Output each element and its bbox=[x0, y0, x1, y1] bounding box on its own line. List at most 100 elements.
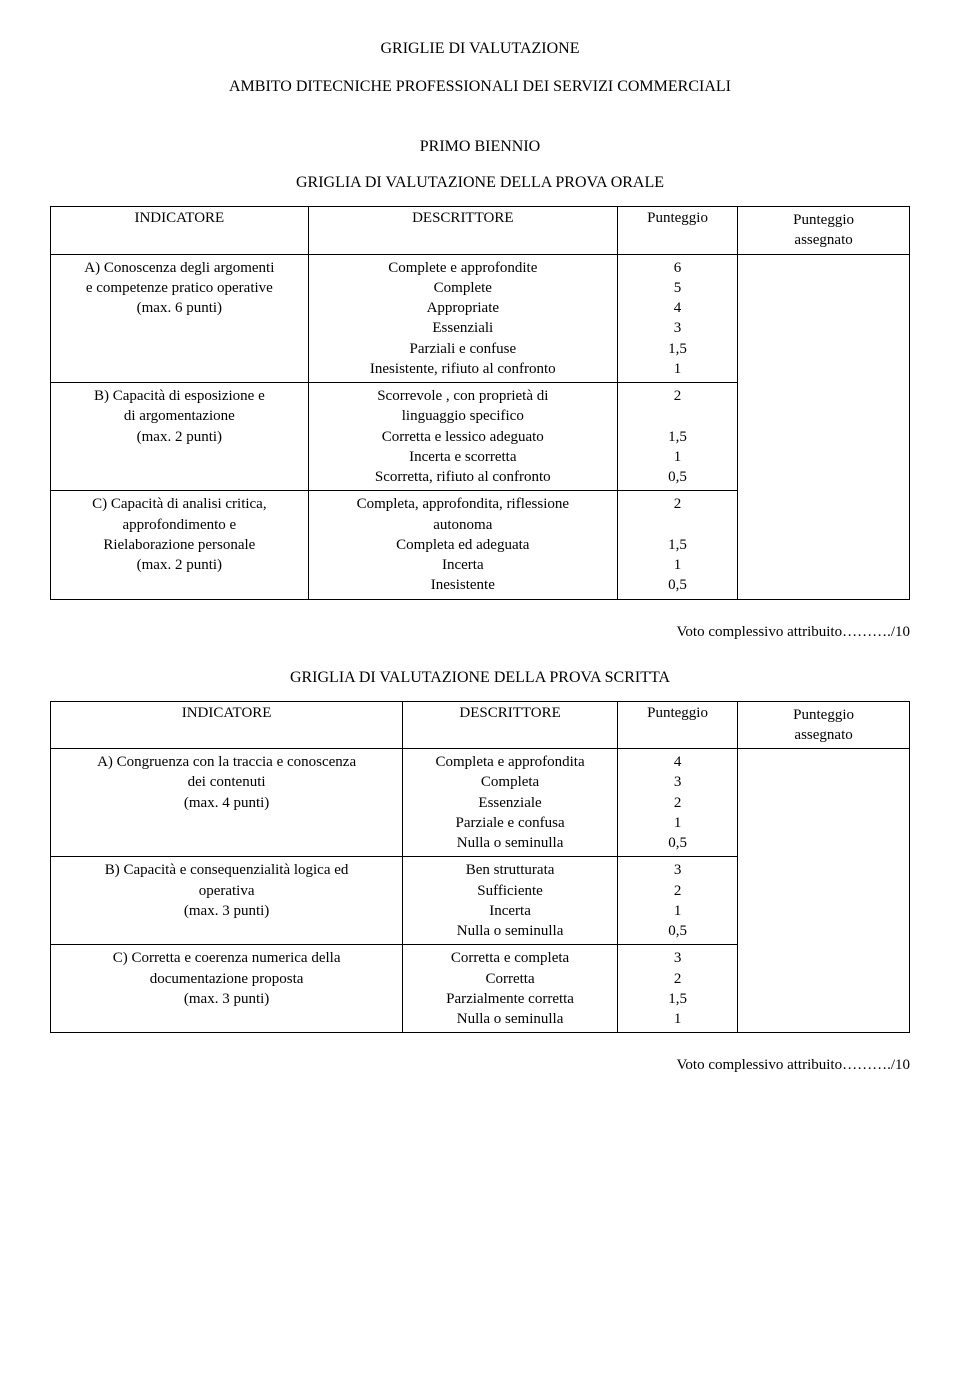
desc-line: Scorrevole , con proprietà di bbox=[377, 388, 548, 404]
th-pa-l2: assegnato bbox=[794, 232, 852, 248]
descrittore-cell: Completa, approfondita, riflessione auto… bbox=[308, 491, 617, 599]
desc-line: Corretta e completa bbox=[451, 950, 569, 966]
desc-line: Scorretta, rifiuto al confronto bbox=[375, 469, 551, 485]
pt-line: 3 bbox=[674, 950, 682, 966]
ind-line: di argomentazione bbox=[124, 408, 235, 424]
pt-line: 1 bbox=[674, 449, 682, 465]
desc-line: Ben strutturata bbox=[466, 862, 555, 878]
pt-line: 3 bbox=[674, 320, 682, 336]
ind-line: (max. 4 punti) bbox=[184, 795, 269, 811]
ind-line: B) Capacità e consequenzialità logica ed bbox=[105, 862, 349, 878]
ind-line: A) Conoscenza degli argomenti bbox=[84, 260, 274, 276]
main-title: GRIGLIE DI VALUTAZIONE bbox=[50, 40, 910, 58]
ind-line: C) Corretta e coerenza numerica della bbox=[113, 950, 341, 966]
ind-line: dei contenuti bbox=[188, 774, 266, 790]
pt-line: 6 bbox=[674, 260, 682, 276]
ind-line: (max. 6 punti) bbox=[137, 300, 222, 316]
pt-line: 5 bbox=[674, 280, 682, 296]
indicatore-cell: A) Congruenza con la traccia e conoscenz… bbox=[51, 749, 403, 857]
pt-line: 1,5 bbox=[668, 537, 687, 553]
pt-line: 2 bbox=[674, 971, 682, 987]
table-row: A) Conoscenza degli argomenti e competen… bbox=[51, 254, 910, 383]
indicatore-cell: B) Capacità e consequenzialità logica ed… bbox=[51, 857, 403, 945]
desc-line: Sufficiente bbox=[477, 883, 543, 899]
desc-line: Inesistente bbox=[431, 577, 495, 593]
th-indicatore: INDICATORE bbox=[51, 701, 403, 749]
scritta-table: INDICATORE DESCRITTORE Punteggio Puntegg… bbox=[50, 701, 910, 1034]
descrittore-cell: Complete e approfondite Complete Appropr… bbox=[308, 254, 617, 383]
table-header-row: INDICATORE DESCRITTORE Punteggio Puntegg… bbox=[51, 701, 910, 749]
descrittore-cell: Corretta e completa Corretta Parzialment… bbox=[403, 945, 618, 1033]
ind-line: approfondimento e bbox=[122, 517, 236, 533]
punteggio-assegnato-cell bbox=[738, 749, 910, 1033]
th-pa-l1: Punteggio bbox=[793, 212, 854, 228]
th-punteggio: Punteggio bbox=[617, 207, 737, 255]
desc-line: Completa ed adeguata bbox=[396, 537, 529, 553]
desc-line: Completa e approfondita bbox=[436, 754, 585, 770]
desc-line: Completa bbox=[481, 774, 539, 790]
desc-line: Incerta bbox=[489, 903, 531, 919]
pt-line: 1,5 bbox=[668, 429, 687, 445]
ind-line: Rielaborazione personale bbox=[103, 537, 255, 553]
pt-line: 2 bbox=[674, 883, 682, 899]
pt-line: 0,5 bbox=[668, 577, 687, 593]
th-descrittore: DESCRITTORE bbox=[403, 701, 618, 749]
pt-line: 3 bbox=[674, 862, 682, 878]
desc-line: Parzialmente corretta bbox=[446, 991, 574, 1007]
ind-line: e competenze pratico operative bbox=[86, 280, 273, 296]
pt-line: 1 bbox=[674, 361, 682, 377]
punteggio-cell: 2 1,5 1 0,5 bbox=[617, 491, 737, 599]
th-punteggio-assegnato: Punteggio assegnato bbox=[738, 701, 910, 749]
th-pa-l2: assegnato bbox=[794, 727, 852, 743]
punteggio-cell: 2 1,5 1 0,5 bbox=[617, 383, 737, 491]
desc-line: Complete e approfondite bbox=[388, 260, 537, 276]
orale-table: INDICATORE DESCRITTORE Punteggio Puntegg… bbox=[50, 206, 910, 600]
pt-line: 2 bbox=[674, 795, 682, 811]
th-punteggio: Punteggio bbox=[617, 701, 737, 749]
desc-line: autonoma bbox=[433, 517, 492, 533]
pt-line: 1 bbox=[674, 1011, 682, 1027]
pt-line: 3 bbox=[674, 774, 682, 790]
punteggio-cell: 3 2 1,5 1 bbox=[617, 945, 737, 1033]
punteggio-cell: 4 3 2 1 0,5 bbox=[617, 749, 737, 857]
ind-line: documentazione proposta bbox=[150, 971, 304, 987]
descrittore-cell: Scorrevole , con proprietà di linguaggio… bbox=[308, 383, 617, 491]
ind-line: (max. 2 punti) bbox=[137, 429, 222, 445]
desc-line: Essenziali bbox=[432, 320, 493, 336]
table-row: A) Congruenza con la traccia e conoscenz… bbox=[51, 749, 910, 857]
orale-heading: GRIGLIA DI VALUTAZIONE DELLA PROVA ORALE bbox=[50, 174, 910, 192]
desc-line: Completa, approfondita, riflessione bbox=[357, 496, 569, 512]
pt-line: 0,5 bbox=[668, 923, 687, 939]
ind-line: B) Capacità di esposizione e bbox=[94, 388, 265, 404]
indicatore-cell: A) Conoscenza degli argomenti e competen… bbox=[51, 254, 309, 383]
scritta-heading: GRIGLIA DI VALUTAZIONE DELLA PROVA SCRIT… bbox=[50, 669, 910, 687]
desc-line: Nulla o seminulla bbox=[457, 1011, 564, 1027]
punteggio-cell: 3 2 1 0,5 bbox=[617, 857, 737, 945]
pt-line: 1,5 bbox=[668, 991, 687, 1007]
th-pa-l1: Punteggio bbox=[793, 707, 854, 723]
pt-line: 4 bbox=[674, 300, 682, 316]
pt-line: 2 bbox=[674, 388, 682, 404]
table-header-row: INDICATORE DESCRITTORE Punteggio Puntegg… bbox=[51, 207, 910, 255]
desc-line: Essenziale bbox=[478, 795, 541, 811]
voto-orale: Voto complessivo attribuito………./10 bbox=[50, 624, 910, 641]
section-heading: PRIMO BIENNIO bbox=[50, 138, 910, 156]
sub-title: AMBITO DITECNICHE PROFESSIONALI DEI SERV… bbox=[50, 78, 910, 96]
desc-line: Complete bbox=[434, 280, 492, 296]
ind-line: A) Congruenza con la traccia e conoscenz… bbox=[97, 754, 356, 770]
desc-line: Parziali e confuse bbox=[409, 341, 516, 357]
desc-line: Incerta bbox=[442, 557, 484, 573]
punteggio-cell: 6 5 4 3 1,5 1 bbox=[617, 254, 737, 383]
pt-line: 1 bbox=[674, 557, 682, 573]
pt-line: 0,5 bbox=[668, 835, 687, 851]
punteggio-assegnato-cell bbox=[738, 254, 910, 599]
ind-line: (max. 2 punti) bbox=[137, 557, 222, 573]
indicatore-cell: B) Capacità di esposizione e di argoment… bbox=[51, 383, 309, 491]
indicatore-cell: C) Capacità di analisi critica, approfon… bbox=[51, 491, 309, 599]
voto-scritta: Voto complessivo attribuito………./10 bbox=[50, 1057, 910, 1074]
pt-line: 0,5 bbox=[668, 469, 687, 485]
pt-line: 1,5 bbox=[668, 341, 687, 357]
desc-line: Parziale e confusa bbox=[456, 815, 565, 831]
desc-line: Incerta e scorretta bbox=[409, 449, 516, 465]
desc-line: Corretta bbox=[485, 971, 534, 987]
